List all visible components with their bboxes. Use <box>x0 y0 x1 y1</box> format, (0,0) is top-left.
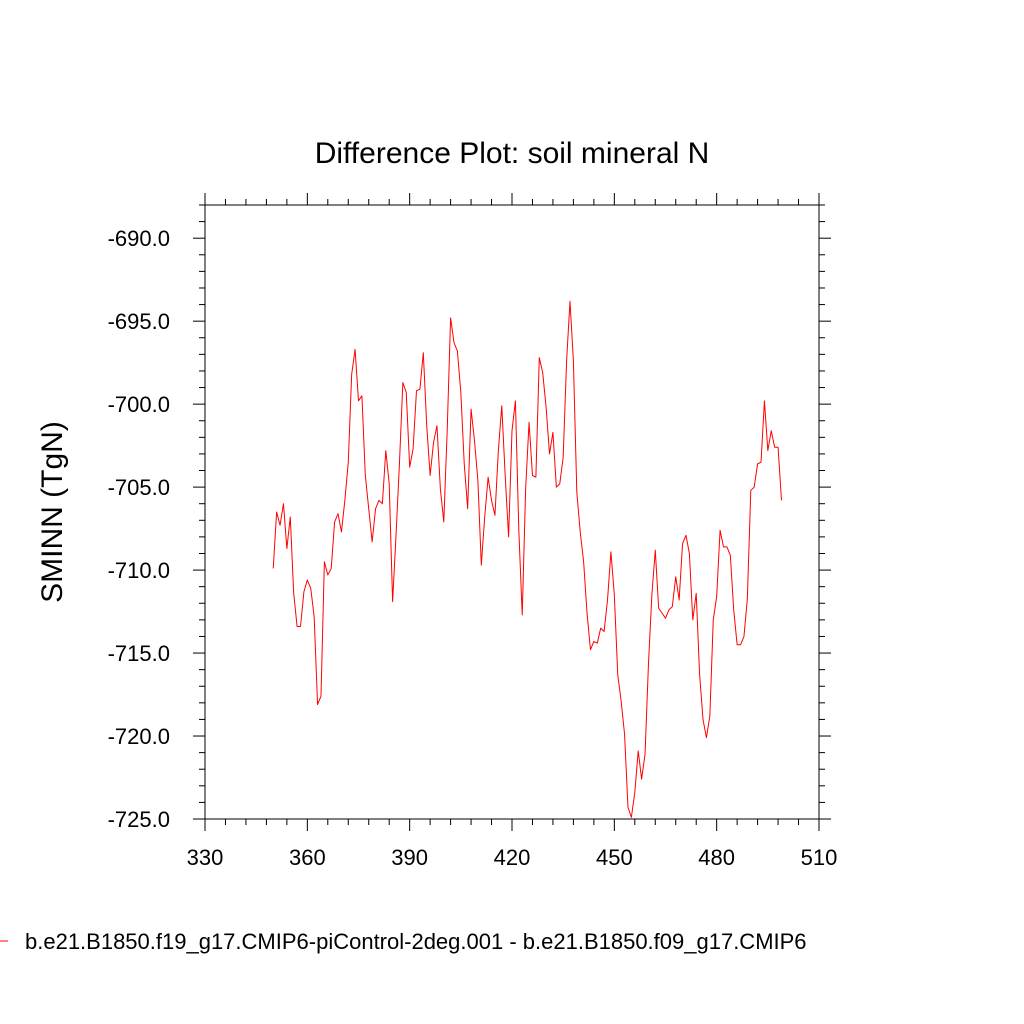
series-layer <box>272 300 782 818</box>
y-tick-label: -710.0 <box>108 558 170 583</box>
legend: b.e21.B1850.f19_g17.CMIP6-piControl-2deg… <box>0 929 807 954</box>
y-tick-label: -700.0 <box>108 392 170 417</box>
chart-title: Difference Plot: soil mineral N <box>315 137 710 170</box>
plot-area-frame <box>204 204 820 820</box>
x-tick-label: 450 <box>596 845 633 870</box>
x-tick-label: 510 <box>801 845 838 870</box>
y-axis-label: SMINN (TgN) <box>36 421 69 603</box>
legend-entry-label: b.e21.B1850.f19_g17.CMIP6-piControl-2deg… <box>25 929 807 954</box>
x-tick-label: 330 <box>187 845 224 870</box>
y-tick-label: -705.0 <box>108 475 170 500</box>
series-line-1 <box>272 300 782 818</box>
x-tick-label: 390 <box>391 845 428 870</box>
x-tick-label: 420 <box>494 845 531 870</box>
y-tick-label: -695.0 <box>108 309 170 334</box>
y-tick-label: -690.0 <box>108 226 170 251</box>
x-tick-label: 360 <box>289 845 326 870</box>
y-tick-label: -720.0 <box>108 724 170 749</box>
axis-ticks <box>193 193 831 831</box>
y-tick-label: -725.0 <box>108 807 170 832</box>
y-tick-label: -715.0 <box>108 641 170 666</box>
x-tick-label: 480 <box>698 845 735 870</box>
axis-tick-labels: 330 360 390 420 450 480 510 -725.0 -720.0 -715.0 -… <box>108 226 838 870</box>
